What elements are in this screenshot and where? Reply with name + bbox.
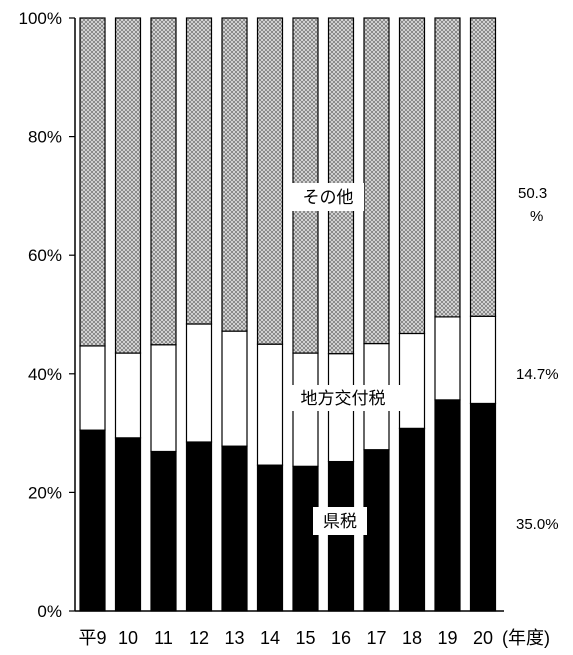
x-tick-label: 16 (331, 628, 351, 648)
y-tick-label: 60% (28, 246, 62, 265)
bar-segment-series0-11 (469, 402, 497, 612)
x-tick-label: 10 (118, 628, 138, 648)
x-tick-label: 18 (402, 628, 422, 648)
x-tick-label: 11 (154, 628, 173, 648)
bar-segment-series2-1 (114, 17, 142, 354)
bar-segment-series1-0 (79, 345, 106, 431)
y-tick-label: 40% (28, 365, 62, 384)
x-unit-label: (年度) (502, 628, 550, 648)
bar-segment-series0-9 (398, 427, 426, 612)
bar-group-3 (185, 17, 213, 612)
side-label-koufuzei: 14.7% (516, 366, 559, 383)
bar-segment-series0-1 (114, 437, 142, 612)
bar-segment-series1-3 (185, 323, 213, 443)
bar-segment-series0-0 (79, 429, 106, 612)
bar-segment-series2-3 (185, 17, 213, 325)
bar-segment-series2-11 (469, 17, 497, 317)
bar-segment-series0-7 (327, 460, 355, 612)
label-kenzei-text: 県税 (323, 512, 357, 531)
bar-segment-series0-4 (221, 445, 248, 612)
label-sonota: その他 (292, 183, 364, 211)
bar-group-9 (398, 17, 426, 612)
x-tick-label: 平9 (78, 628, 106, 648)
bar-segment-series2-0 (79, 17, 106, 347)
bar-segment-series1-11 (469, 315, 497, 405)
side-label-kenzei: 35.0% (516, 516, 559, 533)
bars-layer (79, 17, 497, 612)
y-tick-label: 0% (37, 602, 62, 621)
y-tick-label: 80% (28, 128, 62, 147)
x-tick-label: 15 (295, 628, 315, 648)
bar-segment-series1-1 (114, 352, 142, 439)
bar-group-10 (434, 17, 461, 612)
bar-group-8 (363, 17, 390, 612)
bar-group-2 (150, 17, 177, 612)
side-label-sonota-unit: % (530, 208, 543, 225)
x-tick-label: 17 (366, 628, 386, 648)
bar-segment-series0-5 (256, 464, 284, 612)
bar-segment-series1-5 (256, 343, 284, 466)
bar-segment-series2-10 (434, 17, 461, 318)
bar-group-1 (114, 17, 142, 612)
x-labels: 平9 10 11 12 13 14 15 16 17 18 19 20 (78, 628, 493, 648)
bar-segment-series1-10 (434, 316, 461, 401)
label-chihou-koufuzei: 地方交付税 (284, 385, 402, 411)
label-sonota-text: その他 (303, 188, 354, 207)
bar-segment-series2-9 (398, 17, 426, 335)
label-kenzei: 県税 (313, 507, 367, 535)
x-tick-label: 14 (260, 628, 280, 648)
label-chihou-koufuzei-text: 地方交付税 (301, 389, 386, 408)
bar-segment-series0-8 (363, 449, 390, 612)
bar-group-5 (256, 17, 284, 612)
y-ticks: 0% 20% 40% 60% 80% 100% (19, 9, 75, 621)
x-tick-label: 19 (437, 628, 457, 648)
bar-group-11 (469, 17, 497, 612)
bar-segment-series2-2 (150, 17, 177, 346)
y-tick-label: 20% (28, 483, 62, 502)
bar-group-4 (221, 17, 248, 612)
bar-segment-series0-6 (292, 465, 319, 612)
bar-segment-series0-10 (434, 399, 461, 612)
side-label-sonota-value: 50.3 (518, 185, 547, 202)
bar-segment-series2-5 (256, 17, 284, 345)
x-tick-label: 12 (189, 628, 209, 648)
bar-group-0 (79, 17, 106, 612)
y-tick-label: 100% (19, 9, 62, 28)
x-tick-label: 20 (473, 628, 493, 648)
bar-segment-series0-3 (185, 441, 213, 612)
x-tick-label: 13 (224, 628, 244, 648)
bar-segment-series0-2 (150, 450, 177, 612)
bar-segment-series1-4 (221, 330, 248, 447)
bar-segment-series2-4 (221, 17, 248, 332)
bar-segment-series1-2 (150, 344, 177, 453)
bar-segment-series2-8 (363, 17, 390, 345)
bar-segment-series1-9 (398, 332, 426, 429)
